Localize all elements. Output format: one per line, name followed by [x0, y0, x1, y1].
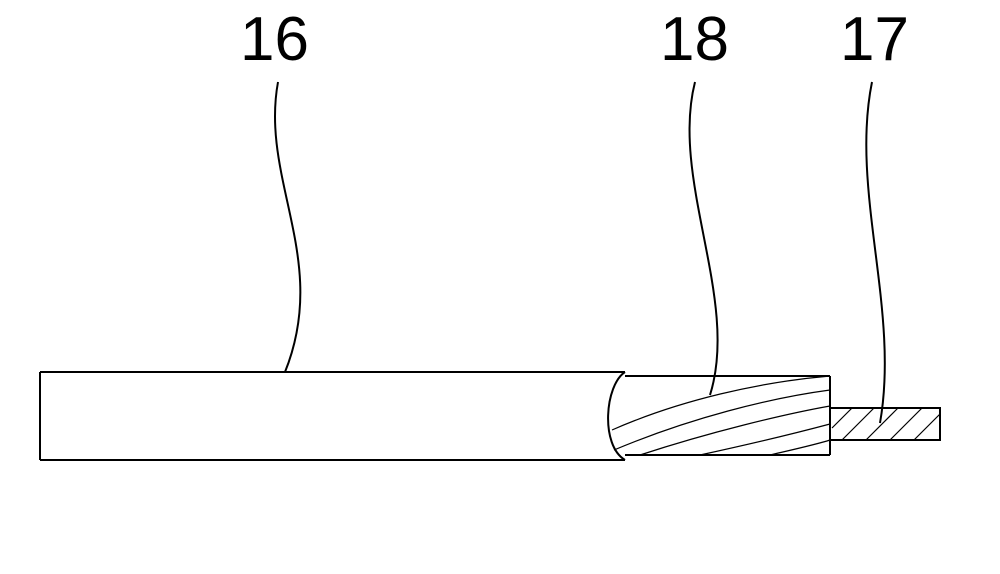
hatch-line — [612, 376, 830, 430]
mid-hatch — [612, 376, 830, 455]
hatch-line — [700, 424, 830, 455]
inner-hatch — [832, 408, 940, 440]
label-18: 18 — [660, 5, 729, 74]
part-16-outer-sheath — [40, 372, 625, 460]
leader-18 — [689, 82, 717, 395]
part-18-middle-layer — [612, 376, 830, 455]
hatch-line — [614, 390, 830, 450]
figure-svg: 16 18 17 — [0, 0, 1000, 574]
label-17: 17 — [840, 5, 909, 74]
hatch-line — [890, 408, 922, 440]
hatch-line — [914, 414, 940, 440]
leader-16 — [275, 82, 300, 372]
label-16: 16 — [240, 5, 309, 74]
hatch-line — [832, 408, 852, 428]
leader-17 — [866, 82, 885, 423]
hatch-line — [770, 440, 830, 455]
part-17-inner-core — [830, 408, 940, 440]
